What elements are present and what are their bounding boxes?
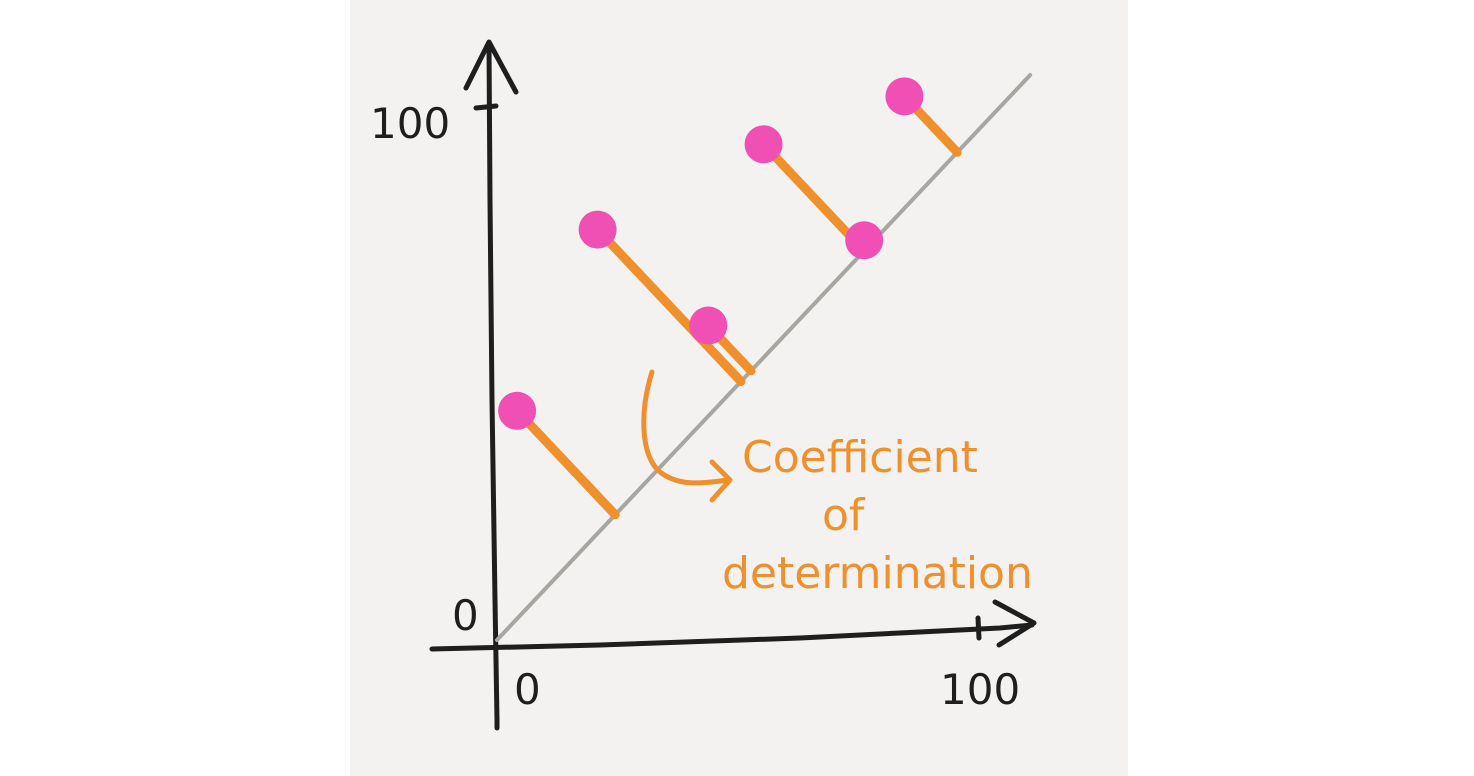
annotation-arrowhead	[709, 459, 733, 503]
y-tick-label-bottom: 0	[452, 591, 479, 640]
data-point	[689, 306, 728, 345]
residual-segment	[593, 225, 746, 386]
data-point	[744, 125, 783, 164]
data-point	[498, 391, 537, 430]
x-axis-line	[429, 622, 1035, 652]
y-tick-label-top: 100	[370, 99, 450, 148]
x-tick-label-right: 100	[940, 665, 1020, 714]
y-axis-arrowhead	[463, 39, 519, 95]
y-tick-100	[473, 103, 499, 111]
data-points	[498, 77, 924, 430]
annotation-line-3: determination	[722, 548, 1033, 599]
x-tick-label-left: 0	[514, 665, 541, 714]
annotation-line-1: Coefficient	[742, 432, 978, 483]
data-point	[885, 77, 924, 116]
regression-line	[495, 73, 1033, 642]
residual-segment	[512, 406, 620, 520]
annotation-line-2: of	[822, 490, 866, 541]
x-tick-100	[975, 615, 982, 641]
annotation-arrow	[641, 369, 731, 486]
y-axis-line	[486, 42, 500, 731]
x-axis-arrowhead	[992, 599, 1037, 648]
data-point	[845, 221, 884, 260]
data-point	[578, 210, 617, 249]
